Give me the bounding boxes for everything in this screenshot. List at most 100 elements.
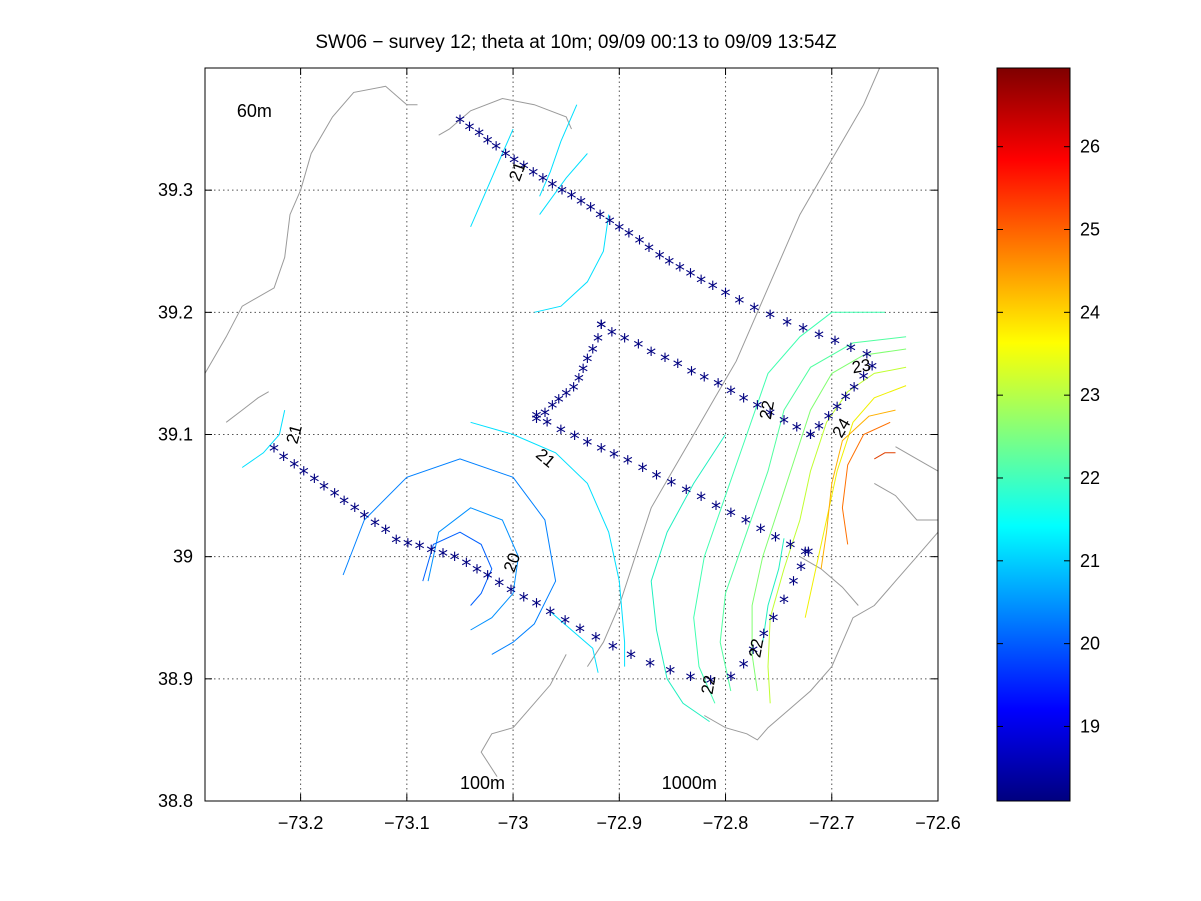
colorbar-tick-label-6: 25	[1080, 220, 1100, 240]
station-marker-0-32: *	[798, 320, 808, 344]
station-marker-0-36: *	[862, 345, 872, 369]
contour-3	[534, 214, 610, 313]
x-tick-label-5: −72.7	[809, 813, 855, 833]
station-marker-0-12: *	[567, 186, 577, 210]
station-marker-3-0: *	[531, 406, 541, 430]
isobath-8	[874, 482, 938, 521]
station-marker-2-6: *	[569, 378, 579, 402]
contour-8	[427, 507, 519, 631]
station-marker-0-13: *	[576, 193, 586, 217]
station-marker-5-2: *	[824, 408, 834, 432]
station-marker-0-25: *	[696, 271, 706, 295]
contour-label-1: 21	[283, 423, 306, 446]
colorbar-tick-label-3: 22	[1080, 468, 1100, 488]
contour-14	[767, 366, 907, 704]
station-marker-1-2: *	[620, 329, 630, 353]
station-marker-3-2: *	[556, 421, 566, 445]
isobath-lines	[204, 67, 939, 777]
station-marker-2-1: *	[593, 329, 603, 353]
station-marker-5-6: *	[859, 367, 869, 391]
x-axis-ticks: −73.2 −73.1 −73 −72.9 −72.8 −72.7 −72.6	[278, 68, 961, 833]
station-marker-1-7: *	[687, 362, 697, 386]
y-tick-label-3: 39.1	[158, 425, 193, 445]
station-marker-4-14: *	[415, 537, 425, 561]
station-marker-3-1: *	[542, 414, 552, 438]
station-marker-1-10: *	[726, 382, 736, 406]
colorbar-tick-label-0: 19	[1080, 716, 1100, 736]
station-marker-4-42: *	[796, 558, 806, 582]
station-marker-2-10: *	[540, 404, 550, 428]
station-marker-1-11: *	[739, 389, 749, 413]
contour-9	[422, 531, 493, 606]
station-marker-4-33: *	[685, 668, 695, 692]
station-marker-0-33: *	[814, 326, 824, 350]
station-marker-3-11: *	[681, 481, 691, 505]
station-marker-4-3: *	[299, 463, 309, 487]
station-marker-0-17: *	[614, 218, 624, 242]
contour-11	[693, 311, 885, 704]
station-marker-4-16: *	[438, 544, 448, 568]
station-marker-0-20: *	[644, 239, 654, 263]
station-marker-4-18: *	[461, 554, 471, 578]
chart-title: SW06 − survey 12; theta at 10m; 09/09 00…	[315, 32, 837, 53]
annotation-1000m: 1000m	[662, 773, 717, 793]
station-marker-4-13: *	[403, 535, 413, 559]
station-marker-1-1: *	[607, 323, 617, 347]
station-marker-4-2: *	[289, 455, 299, 479]
contour-1	[539, 104, 578, 197]
station-marker-3-9: *	[651, 466, 661, 490]
station-marker-4-17: *	[450, 548, 460, 572]
contour-label-6: 22	[698, 674, 720, 696]
station-marker-0-11: *	[557, 182, 567, 206]
y-tick-label-1: 38.9	[158, 669, 193, 689]
station-marker-0-3: *	[483, 132, 493, 156]
station-marker-1-9: *	[713, 375, 723, 399]
x-tick-label-4: −72.8	[703, 813, 749, 833]
station-marker-0-19: *	[634, 232, 644, 256]
station-marker-4-4: *	[309, 470, 319, 494]
station-marker-4-39: *	[768, 609, 778, 633]
station-marker-0-24: *	[685, 265, 695, 289]
station-marker-4-8: *	[350, 499, 360, 523]
station-marker-0-28: *	[734, 292, 744, 316]
station-marker-1-0: *	[596, 316, 606, 340]
station-marker-0-22: *	[664, 252, 674, 276]
station-marker-4-20: *	[483, 566, 493, 590]
station-marker-5-5: *	[849, 378, 859, 402]
station-marker-3-17: *	[770, 529, 780, 553]
station-marker-0-9: *	[538, 169, 548, 193]
station-marker-1-4: *	[646, 343, 656, 367]
station-marker-4-32: *	[665, 662, 675, 686]
station-marker-1-13: *	[765, 404, 775, 428]
station-marker-0-4: *	[491, 138, 501, 162]
station-marker-4-7: *	[339, 492, 349, 516]
colorbar-ticks: 19 20 21 22 23 24 25 26	[997, 137, 1100, 736]
station-marker-1-15: *	[792, 419, 802, 443]
annotation-100m: 100m	[460, 773, 505, 793]
station-marker-2-7: *	[561, 384, 571, 408]
x-tick-label-1: −73.1	[384, 813, 430, 833]
station-marker-3-12: *	[696, 488, 706, 512]
y-axis-ticks: 38.8 38.9 39 39.1 39.2 39.3	[158, 180, 938, 811]
contour-label-4: 22	[756, 399, 778, 421]
contour-15	[804, 385, 907, 618]
station-marker-4-11: *	[381, 521, 391, 545]
station-marker-1-5: *	[660, 349, 670, 373]
x-tick-label-3: −72.9	[597, 813, 643, 833]
contour-13	[751, 348, 907, 692]
station-marker-0-18: *	[624, 224, 634, 248]
station-marker-3-19: *	[800, 543, 810, 567]
station-marker-2-2: *	[588, 340, 598, 364]
contour-0	[470, 128, 514, 227]
station-marker-4-24: *	[531, 595, 541, 619]
x-tick-label-2: −73	[498, 813, 529, 833]
station-marker-0-23: *	[675, 259, 685, 283]
contour-4	[241, 409, 286, 468]
station-marker-4-19: *	[472, 560, 482, 584]
station-marker-4-29: *	[608, 637, 618, 661]
station-marker-0-26: *	[708, 277, 718, 301]
station-marker-0-15: *	[595, 206, 605, 230]
station-marker-4-0: *	[269, 439, 279, 463]
station-marker-4-9: *	[359, 507, 369, 531]
